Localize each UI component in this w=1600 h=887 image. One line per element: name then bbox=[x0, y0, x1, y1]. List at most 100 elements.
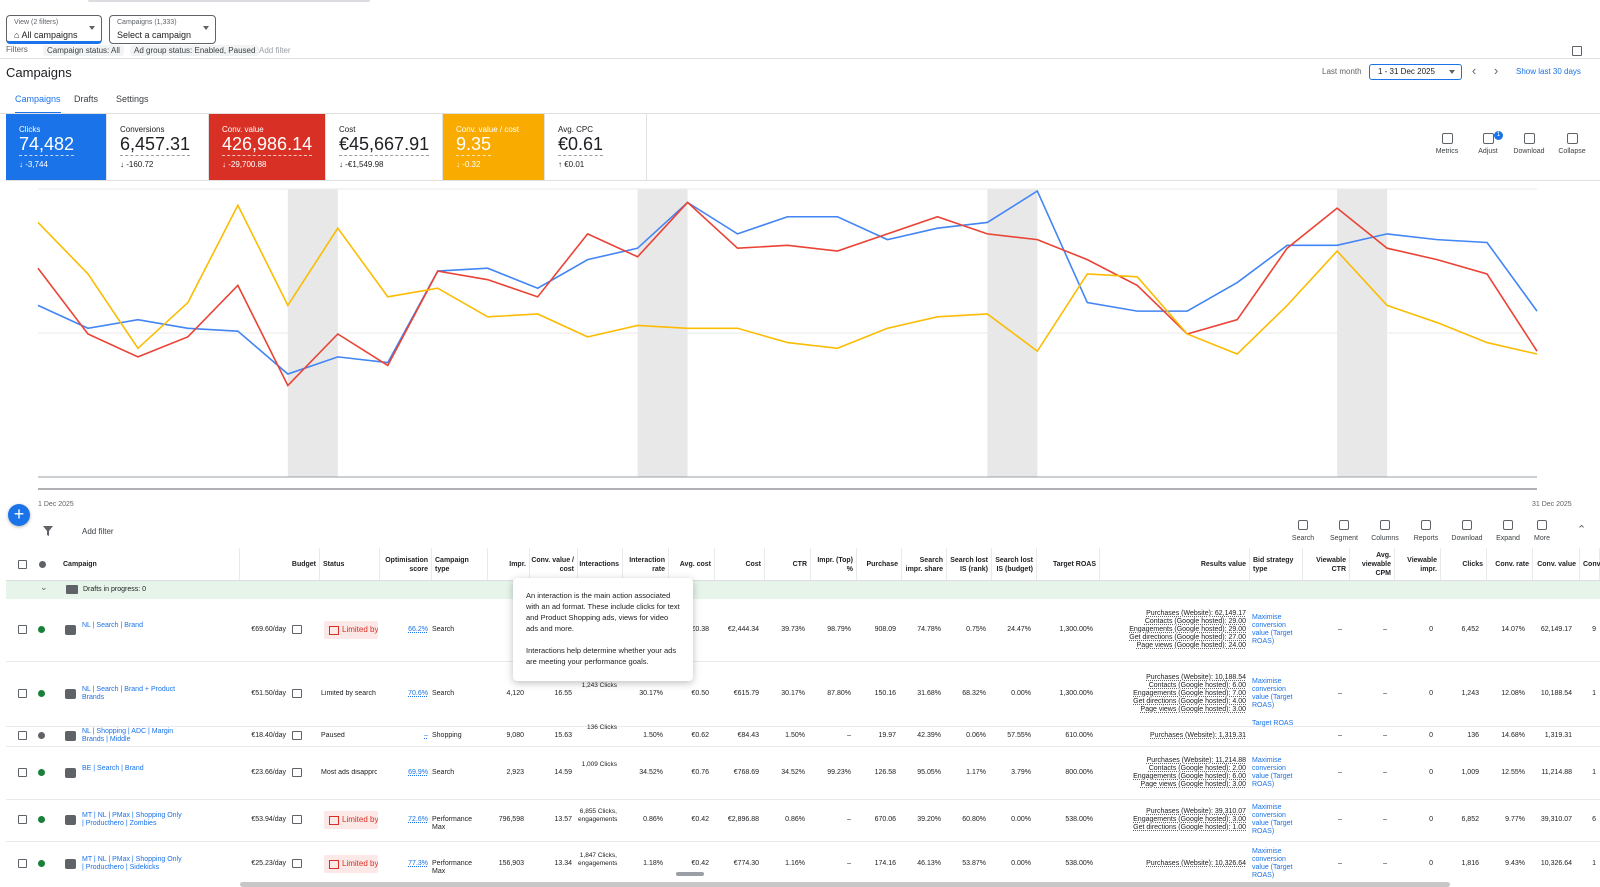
column-header[interactable]: Search lost IS (rank) bbox=[947, 548, 992, 581]
status-limited-badge[interactable]: Limited by budget bbox=[324, 855, 378, 873]
column-header[interactable]: Results value bbox=[1100, 548, 1250, 581]
budget-value[interactable]: €69.60/day bbox=[251, 626, 286, 633]
select-all-checkbox[interactable] bbox=[18, 560, 27, 569]
budget-value[interactable]: €25.23/day bbox=[251, 860, 286, 867]
row-checkbox[interactable] bbox=[18, 731, 27, 740]
bid-strategy-link[interactable]: Maximise conversion value (Target ROAS) bbox=[1252, 614, 1293, 645]
column-header[interactable]: Conv. value / cost bbox=[530, 548, 578, 581]
metric-card-conversions[interactable]: Conversions 6,457.31 ↓ -160.72 bbox=[107, 114, 209, 180]
metric-card-conv-value[interactable]: Conv. value 426,986.14 ↓ -29,700.88 bbox=[209, 114, 326, 180]
column-header[interactable]: Conv. rate bbox=[1487, 548, 1533, 581]
chevron-down-icon[interactable]: ⌄ bbox=[40, 582, 48, 592]
column-header[interactable]: Conv. value bbox=[1533, 548, 1580, 581]
add-campaign-button[interactable]: + bbox=[8, 504, 30, 526]
budget-value[interactable]: €51.50/day bbox=[251, 690, 286, 697]
campaign-name-link[interactable]: NL | Search | Brand bbox=[82, 622, 143, 629]
chevron-up-icon[interactable]: ⌃ bbox=[1577, 524, 1587, 536]
add-filter-input[interactable]: Add filter bbox=[82, 527, 114, 536]
column-header[interactable]: Campaign bbox=[60, 548, 240, 581]
column-header[interactable]: Cost bbox=[715, 548, 765, 581]
tab-settings[interactable]: Settings bbox=[116, 94, 149, 104]
optimisation-score[interactable]: 70.6% bbox=[408, 690, 428, 697]
campaign-name-link[interactable]: BE | Search | Brand bbox=[82, 765, 144, 772]
optimisation-score[interactable]: – bbox=[424, 732, 428, 739]
horizontal-scrollbar[interactable] bbox=[240, 882, 1450, 887]
show-last-30-days-link[interactable]: Show last 30 days bbox=[1516, 67, 1581, 76]
campaign-selector[interactable]: Campaigns (1,333) Select a campaign bbox=[109, 15, 216, 44]
status-text[interactable]: Limited by search bbox=[321, 690, 376, 697]
bid-strategy-link[interactable]: Maximise conversion value (Target ROAS) bbox=[1252, 804, 1293, 835]
chevron-right-icon[interactable]: › bbox=[1493, 63, 1499, 78]
column-header[interactable]: Viewable impr. bbox=[1395, 548, 1441, 581]
optimisation-score[interactable]: 66.2% bbox=[408, 626, 428, 633]
column-header[interactable]: Avg. viewable CPM bbox=[1350, 548, 1395, 581]
download-table-button[interactable]: Download bbox=[1447, 520, 1487, 542]
performance-chart[interactable] bbox=[0, 181, 1600, 511]
filter-chip-campaign-status[interactable]: Campaign status: All bbox=[43, 45, 124, 56]
column-header[interactable]: Budget bbox=[240, 548, 320, 581]
column-header[interactable]: Campaign type bbox=[432, 548, 488, 581]
row-checkbox[interactable] bbox=[18, 625, 27, 634]
trend-icon[interactable] bbox=[292, 768, 302, 777]
download-chart-button[interactable]: Download bbox=[1506, 133, 1552, 155]
column-header[interactable]: Conve bbox=[1580, 548, 1600, 581]
optimisation-score[interactable]: 69.9% bbox=[408, 769, 428, 776]
column-header[interactable]: Status bbox=[320, 548, 380, 581]
metric-card-conv-value-cost[interactable]: Conv. value / cost 9.35 ↓ -0.32 bbox=[443, 114, 545, 180]
status-limited-badge[interactable]: Limited by budget bbox=[324, 621, 378, 639]
more-button[interactable]: More bbox=[1522, 520, 1562, 542]
scroll-handle[interactable] bbox=[676, 872, 704, 876]
trend-icon[interactable] bbox=[292, 689, 302, 698]
metric-card-avg-cpc[interactable]: Avg. CPC €0.61 ↑ €0.01 bbox=[545, 114, 647, 180]
column-header[interactable]: Interactions bbox=[578, 548, 623, 581]
column-header[interactable]: Purchase bbox=[857, 548, 902, 581]
add-filter-link[interactable]: Add filter bbox=[259, 46, 291, 55]
column-header[interactable]: Impr. (Top) % bbox=[811, 548, 857, 581]
row-checkbox[interactable] bbox=[18, 768, 27, 777]
metric-card-clicks[interactable]: Clicks 74,482 ↓ -3,744 bbox=[6, 114, 107, 180]
column-header[interactable]: CTR bbox=[765, 548, 811, 581]
row-checkbox[interactable] bbox=[18, 859, 27, 868]
trend-icon[interactable] bbox=[292, 859, 302, 868]
tab-campaigns[interactable]: Campaigns bbox=[15, 94, 61, 114]
row-checkbox[interactable] bbox=[18, 689, 27, 698]
bid-strategy-link[interactable]: Target ROAS bbox=[1252, 720, 1294, 727]
column-header[interactable]: Target ROAS bbox=[1037, 548, 1100, 581]
campaign-name-link[interactable]: NL | Search | Brand + Product Brands bbox=[82, 686, 176, 701]
drafts-row[interactable] bbox=[6, 581, 1600, 599]
columns-button[interactable]: Columns bbox=[1365, 520, 1405, 542]
campaign-name-link[interactable]: NL | Shopping | ADC | Margin Brands | Mi… bbox=[82, 728, 174, 743]
column-header[interactable]: Search lost IS (budget) bbox=[992, 548, 1037, 581]
column-header[interactable]: Clicks bbox=[1441, 548, 1487, 581]
trend-icon[interactable] bbox=[292, 815, 302, 824]
row-checkbox[interactable] bbox=[18, 815, 27, 824]
expand-button[interactable]: Expand bbox=[1488, 520, 1528, 542]
date-range-picker[interactable]: 1 - 31 Dec 2025 bbox=[1369, 64, 1462, 80]
segment-button[interactable]: Segment bbox=[1324, 520, 1364, 542]
trend-icon[interactable] bbox=[292, 731, 302, 740]
column-header[interactable]: Avg. cost bbox=[669, 548, 715, 581]
metric-card-cost[interactable]: Cost €45,667.91 ↓ -€1,549.98 bbox=[326, 114, 443, 180]
budget-value[interactable]: €53.94/day bbox=[251, 816, 286, 823]
tab-drafts[interactable]: Drafts bbox=[74, 94, 99, 104]
campaign-name-link[interactable]: MT | NL | PMax | Shopping Only | Product… bbox=[82, 856, 182, 871]
view-selector[interactable]: View (2 filters) ⌂ All campaigns bbox=[6, 15, 102, 44]
status-text[interactable]: Most ads disapproved bbox=[321, 769, 377, 776]
status-limited-badge[interactable]: Limited by budget bbox=[324, 811, 378, 829]
column-header[interactable]: Bid strategy type bbox=[1250, 548, 1303, 581]
column-header[interactable]: Search impr. share bbox=[902, 548, 947, 581]
budget-value[interactable]: €18.40/day bbox=[251, 732, 286, 739]
column-header[interactable]: Interaction rate bbox=[623, 548, 669, 581]
campaign-name-link[interactable]: MT | NL | PMax | Shopping Only | Product… bbox=[82, 812, 182, 827]
column-header[interactable]: Viewable CTR bbox=[1303, 548, 1350, 581]
metrics-button[interactable]: Metrics bbox=[1424, 133, 1470, 155]
chevron-left-icon[interactable]: ‹ bbox=[1471, 63, 1477, 78]
save-icon[interactable] bbox=[1572, 46, 1582, 56]
collapse-chart-button[interactable]: Collapse bbox=[1549, 133, 1595, 155]
optimisation-score[interactable]: 72.6% bbox=[408, 816, 428, 823]
optimisation-score[interactable]: 77.3% bbox=[408, 860, 428, 867]
filter-icon[interactable] bbox=[43, 526, 53, 536]
bid-strategy-link[interactable]: Maximise conversion value (Target ROAS) bbox=[1252, 848, 1293, 879]
search-button[interactable]: Search bbox=[1283, 520, 1323, 542]
column-header[interactable]: Optimisation score bbox=[380, 548, 432, 581]
